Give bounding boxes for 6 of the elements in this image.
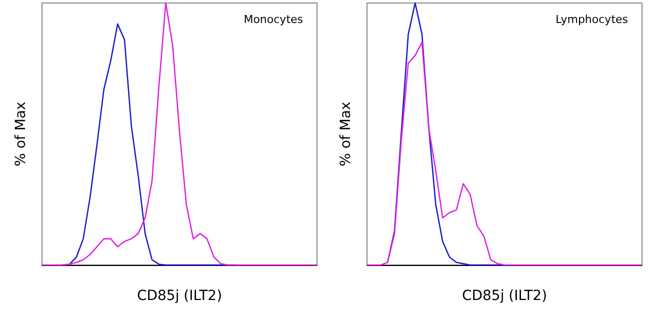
x-axis-title: CD85j (ILT2) <box>462 288 548 304</box>
annotation: Monocytes <box>244 13 304 26</box>
y-axis-title: % of Max <box>338 102 354 166</box>
annotation: Lymphocytes <box>556 13 628 26</box>
y-axis-title: % of Max <box>13 102 29 166</box>
x-axis-title: CD85j (ILT2) <box>136 288 222 304</box>
